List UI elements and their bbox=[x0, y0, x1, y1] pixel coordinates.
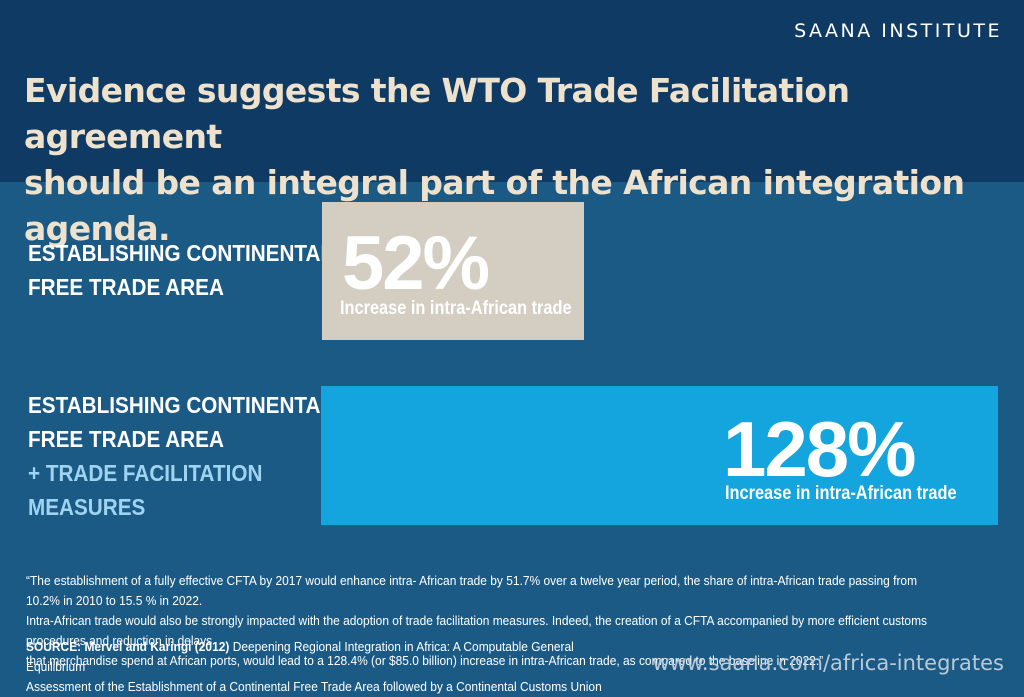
bar-caption: Increase in intra-African trade bbox=[725, 483, 957, 504]
source-citation: SOURCE: Mervel and Karingi (2012) Deepen… bbox=[26, 637, 615, 697]
bar-caption: Increase in intra-African trade bbox=[340, 298, 572, 319]
quote-text: “The establishment of a fully effective … bbox=[26, 571, 946, 671]
bar-value-label: 52% bbox=[342, 221, 490, 306]
org-name: SAANA INSTITUTE bbox=[794, 20, 1002, 42]
headline: Evidence suggests the WTO Trade Facilita… bbox=[24, 68, 1014, 252]
headline-line-1: Evidence suggests the WTO Trade Facilita… bbox=[24, 71, 850, 156]
bar-cfta-tfm: 128% Increase in intra-African trade bbox=[321, 386, 998, 525]
website-link[interactable]: www.saana.com/africa-integrates bbox=[652, 651, 1004, 675]
row-label-cfta-tfm: ESTABLISHING CONTINENTAL FREE TRADE AREA… bbox=[28, 388, 333, 524]
bar-value-label: 128% bbox=[723, 405, 916, 493]
source-label: SOURCE: Mervel and Karingi (2012) bbox=[26, 639, 230, 654]
source-line-2: Assessment of the Establishment of a Con… bbox=[26, 679, 602, 694]
headline-line-2: should be an integral part of the Africa… bbox=[24, 163, 965, 248]
quote-line: Intra-African trade would also be strong… bbox=[26, 613, 928, 648]
row-label-line: FREE TRADE AREA bbox=[28, 426, 224, 452]
row-label-line: ESTABLISHING CONTINENTAL bbox=[28, 392, 334, 418]
header-banner: SAANA INSTITUTE Evidence suggests the WT… bbox=[0, 0, 1024, 248]
bar-cfta: 52% Increase in intra-African trade bbox=[322, 202, 584, 340]
quote-line: “The establishment of a fully effective … bbox=[26, 573, 918, 608]
source-title: Deepening Regional Integration in Africa… bbox=[26, 639, 574, 674]
quote-line: that merchandise spend at African ports,… bbox=[26, 653, 824, 668]
row-label-line: ESTABLISHING CONTINENTAL bbox=[28, 240, 334, 266]
row-label-extra: + TRADE FACILITATION bbox=[28, 460, 263, 486]
row-label-line: FREE TRADE AREA bbox=[28, 274, 224, 300]
source-line-1: SOURCE: Mervel and Karingi (2012) Deepen… bbox=[26, 637, 615, 677]
row-label-extra: MEASURES bbox=[28, 494, 146, 520]
row-label-cfta: ESTABLISHING CONTINENTAL FREE TRADE AREA bbox=[28, 236, 333, 304]
